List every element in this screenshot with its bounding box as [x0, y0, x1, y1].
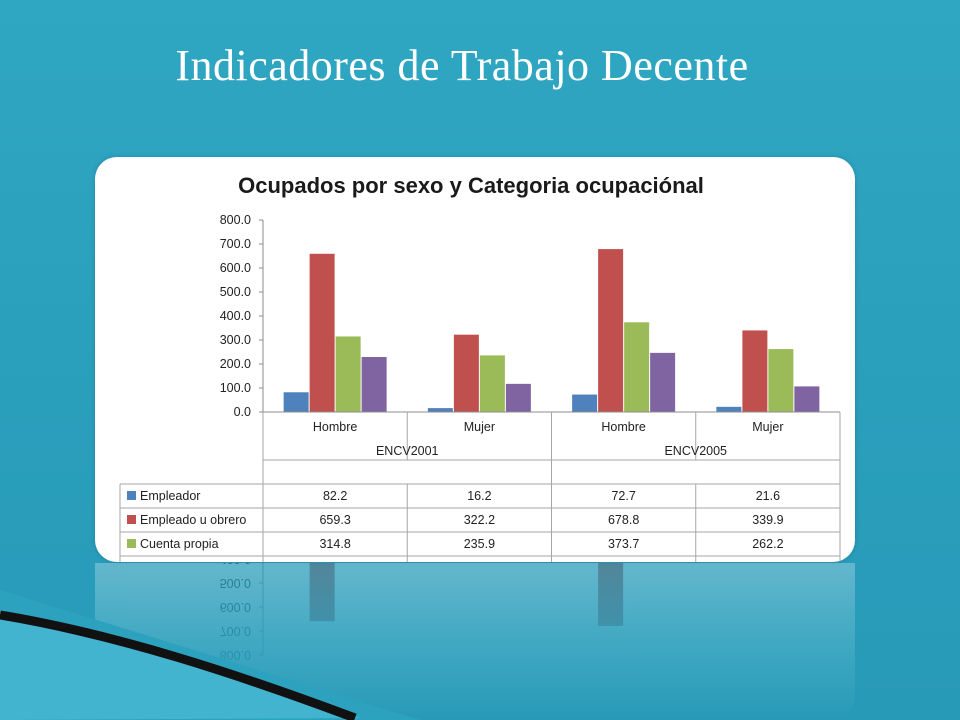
bar-cuenta-propia-1 [479, 355, 505, 412]
x-group-label: ENCV2001 [376, 444, 439, 458]
x-category-label: Mujer [464, 420, 495, 434]
data-table-value: 235.9 [464, 537, 495, 551]
bar-no-remunerado-0 [361, 357, 387, 412]
bar-empleado-u-obrero-2 [598, 249, 624, 412]
data-table-value: 21.6 [756, 489, 780, 503]
bar-no-remunerado-2 [650, 352, 676, 412]
x-category-label: Hombre [313, 420, 358, 434]
swoosh-dark-stroke [0, 610, 357, 720]
chart-title: Ocupados por sexo y Categoria ocupacióna… [238, 173, 704, 198]
legend-label: No remunerado [140, 561, 227, 562]
bar-cuenta-propia-3 [768, 349, 794, 412]
y-tick-label: 400.0 [220, 309, 251, 323]
chart-plot: 0.0 100.0 200.0 300.0 400.0 500.0 600.0 700.0 80… [119, 213, 841, 562]
chart-card: Ocupados por sexo y Categoria ocupacióna… [95, 157, 855, 562]
data-table-value: 229.1 [319, 561, 350, 562]
y-tick-label: 300.0 [220, 333, 251, 347]
y-tick-label: 200.0 [220, 357, 251, 371]
bar-cuenta-propia-0 [335, 336, 361, 412]
data-table-value: 106.6 [752, 561, 783, 562]
bar-empleado-u-obrero-1 [453, 334, 479, 412]
bar-empleador-2 [572, 394, 598, 412]
x-group-label: ENCV2005 [664, 444, 727, 458]
legend-swatch-empleador [127, 491, 136, 500]
reflection-mark [598, 563, 624, 626]
legend-label: Cuenta propia [140, 537, 219, 551]
y-tick-label: 800.0 [220, 213, 251, 227]
legend-label: Empleador [140, 489, 200, 503]
bar-no-remunerado-3 [794, 386, 820, 412]
bar-no-remunerado-1 [505, 383, 531, 412]
y-tick-label: 500.0 [220, 285, 251, 299]
data-table-value: 659.3 [319, 513, 350, 527]
y-tick-label: 700.0 [220, 237, 251, 251]
bar-empleador-0 [283, 392, 309, 412]
legend-swatch-cuenta-propia [127, 539, 136, 548]
bar-empleado-u-obrero-0 [309, 253, 335, 412]
data-table-value: 246.4 [608, 561, 639, 562]
data-table-value: 16.2 [467, 489, 491, 503]
reflection-mark: 400.0 [220, 563, 251, 566]
reflection-mark: 500.0 [220, 576, 251, 590]
x-category-label: Hombre [601, 420, 646, 434]
x-category-label: Mujer [752, 420, 783, 434]
bar-empleador-3 [716, 406, 742, 412]
data-table-value: 373.7 [608, 537, 639, 551]
legend-swatch-empleado-u-obrero [127, 515, 136, 524]
y-tick-label: 0.0 [234, 405, 251, 419]
slide-title: Indicadores de Trabajo Decente [175, 41, 749, 90]
data-table-value: 82.2 [323, 489, 347, 503]
data-table-value: 678.8 [608, 513, 639, 527]
data-table-value: 262.2 [752, 537, 783, 551]
bar-empleado-u-obrero-3 [742, 330, 768, 412]
decorative-swoosh [0, 590, 420, 720]
bar-cuenta-propia-2 [624, 322, 650, 412]
data-table-value: 322.2 [464, 513, 495, 527]
data-table-value: 339.9 [752, 513, 783, 527]
y-tick-label: 100.0 [220, 381, 251, 395]
data-table-value: 72.7 [611, 489, 635, 503]
data-table-value: 314.8 [319, 537, 350, 551]
legend-label: Empleado u obrero [140, 513, 246, 527]
bar-empleador-1 [427, 408, 453, 412]
data-table-value: 117.3 [464, 561, 494, 562]
y-tick-label: 600.0 [220, 261, 251, 275]
